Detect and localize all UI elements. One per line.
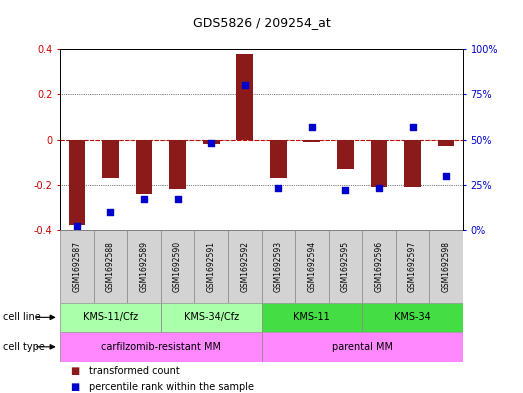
Bar (362, 230, 396, 303)
Text: GSM1692594: GSM1692594 (308, 241, 316, 292)
Text: GSM1692587: GSM1692587 (72, 241, 82, 292)
Bar (161, 303, 262, 332)
Bar (295, 230, 328, 303)
Text: KMS-34: KMS-34 (394, 312, 431, 322)
Bar (135, 140, 152, 194)
Bar (328, 230, 362, 303)
Bar (60, 303, 161, 332)
Text: parental MM: parental MM (332, 342, 393, 352)
Text: carfilzomib-resistant MM: carfilzomib-resistant MM (101, 342, 221, 352)
Bar (262, 303, 362, 332)
Point (207, 140, 215, 146)
Text: GSM1692596: GSM1692596 (374, 241, 383, 292)
Bar (362, 303, 463, 332)
Bar (262, 230, 295, 303)
Bar (262, 332, 463, 362)
Text: GSM1692588: GSM1692588 (106, 241, 115, 292)
Bar (169, 140, 186, 189)
Bar (429, 230, 463, 303)
Text: cell line: cell line (3, 312, 40, 322)
Text: GSM1692593: GSM1692593 (274, 241, 283, 292)
Bar (337, 140, 354, 169)
Bar (195, 230, 228, 303)
Bar (161, 230, 195, 303)
Text: GSM1692597: GSM1692597 (408, 241, 417, 292)
Text: GSM1692591: GSM1692591 (207, 241, 215, 292)
Text: GSM1692595: GSM1692595 (341, 241, 350, 292)
Text: GSM1692598: GSM1692598 (441, 241, 451, 292)
Bar (270, 140, 287, 178)
Bar (102, 140, 119, 178)
Text: cell type: cell type (3, 342, 44, 352)
Text: percentile rank within the sample: percentile rank within the sample (89, 382, 254, 392)
Point (274, 185, 282, 191)
Point (106, 209, 115, 215)
Bar (94, 230, 127, 303)
Bar (236, 53, 253, 140)
Bar (396, 230, 429, 303)
Point (174, 196, 182, 202)
Point (308, 124, 316, 130)
Point (375, 185, 383, 191)
Text: KMS-11/Cfz: KMS-11/Cfz (83, 312, 138, 322)
Point (73, 223, 81, 230)
Bar (404, 140, 421, 187)
Point (140, 196, 148, 202)
Text: GSM1692590: GSM1692590 (173, 241, 182, 292)
Text: KMS-34/Cfz: KMS-34/Cfz (184, 312, 238, 322)
Bar (69, 140, 85, 225)
Text: GSM1692592: GSM1692592 (240, 241, 249, 292)
Text: ■: ■ (71, 366, 80, 376)
Bar (371, 140, 388, 187)
Bar (303, 140, 320, 142)
Bar (438, 140, 454, 146)
Bar (60, 230, 94, 303)
Point (241, 82, 249, 88)
Text: transformed count: transformed count (89, 366, 180, 376)
Point (442, 173, 450, 179)
Bar (127, 230, 161, 303)
Bar (228, 230, 262, 303)
Point (408, 124, 417, 130)
Text: GSM1692589: GSM1692589 (140, 241, 149, 292)
Point (341, 187, 349, 193)
Bar (203, 140, 220, 144)
Text: GDS5826 / 209254_at: GDS5826 / 209254_at (192, 16, 331, 29)
Text: KMS-11: KMS-11 (293, 312, 330, 322)
Text: ■: ■ (71, 382, 80, 392)
Bar (60, 332, 262, 362)
